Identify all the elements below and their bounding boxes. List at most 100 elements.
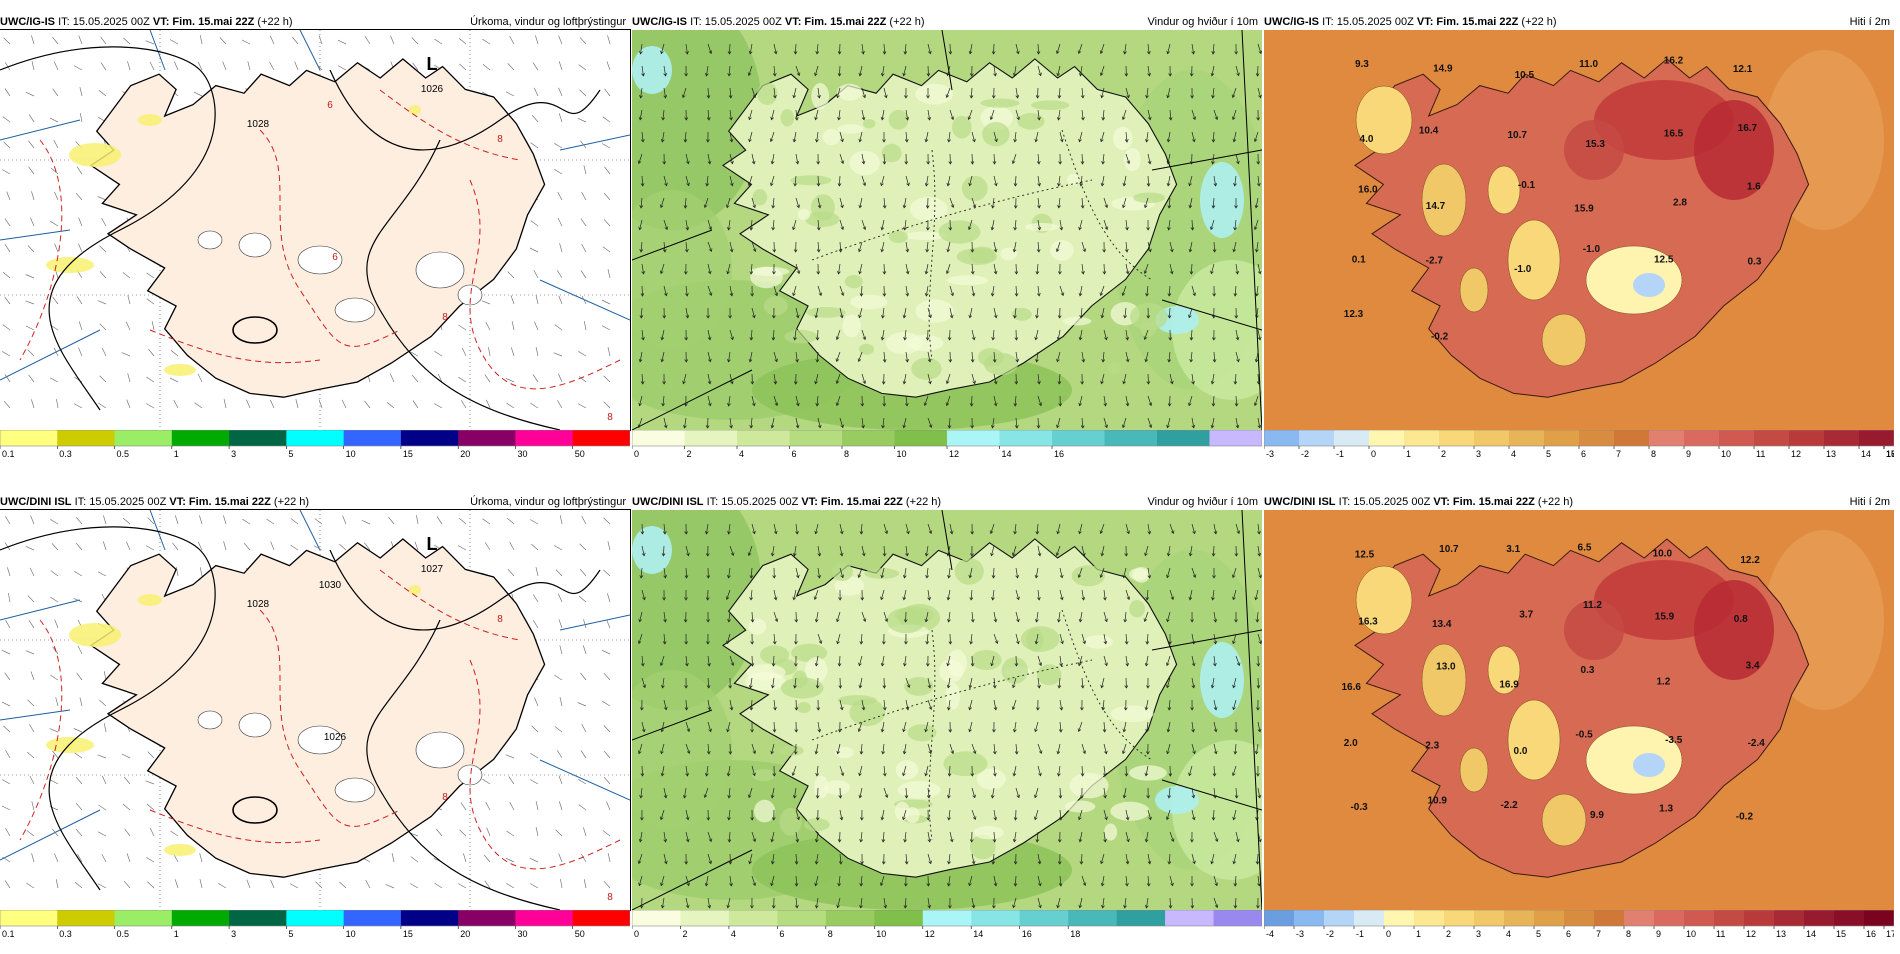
forecast-panel-temp: UWC/IG-IS IT: 15.05.2025 00Z VT: Fim. 15… xyxy=(1264,14,1894,474)
panel-header: UWC/IG-IS IT: 15.05.2025 00Z VT: Fim. 15… xyxy=(0,14,630,30)
colorbar-tick: 12 xyxy=(1746,929,1756,939)
model-name: UWC/DINI ISL xyxy=(632,496,704,508)
colorbar-swatch xyxy=(1649,430,1685,446)
panel-header: UWC/IG-IS IT: 15.05.2025 00Z VT: Fim. 15… xyxy=(1264,14,1894,30)
colorbar-tick: 50 xyxy=(575,449,585,459)
colorbar-tick: 0.3 xyxy=(59,929,72,939)
colorbar-tick: 16 xyxy=(1866,929,1876,939)
temperature-label: 10.4 xyxy=(1419,126,1439,137)
colorbar-tick: 30 xyxy=(518,929,528,939)
colorbar-swatch xyxy=(790,430,843,446)
colorbar-tick: 0 xyxy=(1371,449,1376,459)
colorbar-tick: 12 xyxy=(925,929,935,939)
colorbar-tick: 2 xyxy=(683,929,688,939)
colorbar-tick: 4 xyxy=(731,929,736,939)
forecast-panel-wind: UWC/IG-IS IT: 15.05.2025 00Z VT: Fim. 15… xyxy=(632,14,1262,474)
temperature-label: -0.2 xyxy=(1736,812,1754,823)
temperature-label: 12.3 xyxy=(1344,309,1364,320)
colorbar-tick: 12 xyxy=(949,449,959,459)
colorbar-swatch xyxy=(1834,910,1865,926)
temperature-label: 10.7 xyxy=(1507,130,1527,141)
colorbar-swatch xyxy=(1564,910,1595,926)
map-label: 1028 xyxy=(247,599,270,610)
colorbar-tick: 14 xyxy=(1861,449,1871,459)
colorbar-swatch xyxy=(1804,910,1835,926)
colorbar-tick: 15 xyxy=(403,929,413,939)
colorbar-tick: 13 xyxy=(1776,929,1786,939)
map-label: 1027 xyxy=(421,564,444,575)
colorbar-swatch xyxy=(1534,910,1565,926)
colorbar-tick: 20 xyxy=(460,929,470,939)
colorbar-tick: 4 xyxy=(739,449,744,459)
temperature-label: 15.3 xyxy=(1585,139,1605,150)
map-label: 8 xyxy=(607,892,613,903)
map-label: 1026 xyxy=(324,732,347,743)
colorbar-tick: 6 xyxy=(779,929,784,939)
temperature-label: 6.5 xyxy=(1578,543,1592,554)
colorbar-tick: 9 xyxy=(1656,929,1661,939)
colorbar-tick: 5 xyxy=(1536,929,1541,939)
temperature-label: -2.4 xyxy=(1748,738,1766,749)
colorbar-tick: 8 xyxy=(828,929,833,939)
colorbar-swatch xyxy=(842,430,895,446)
colorbar-swatch xyxy=(57,910,115,926)
temperature-label: 10.9 xyxy=(1427,796,1447,807)
colorbar-tick: 18 xyxy=(1070,929,1080,939)
colorbar-tick: 0.1 xyxy=(2,929,15,939)
colorbar-tick: 0.3 xyxy=(59,449,72,459)
temperature-label: 3.1 xyxy=(1506,544,1520,555)
map-label: 1026 xyxy=(421,84,444,95)
colorbar-swatch xyxy=(1684,430,1720,446)
temperature-label: 16.9 xyxy=(1499,680,1519,691)
init-time: IT: 15.05.2025 00Z xyxy=(1322,16,1414,28)
colorbar-tick: -1 xyxy=(1336,449,1344,459)
colorbar-swatch xyxy=(874,910,923,926)
temperature-label: 2.3 xyxy=(1425,741,1439,752)
colorbar-swatch xyxy=(971,910,1020,926)
panel-header: UWC/DINI ISL IT: 15.05.2025 00Z VT: Fim.… xyxy=(0,494,630,510)
temperature-label: -2.7 xyxy=(1426,255,1444,266)
temperature-label: 14.7 xyxy=(1426,201,1446,212)
valid-time: VT: Fim. 15.mai 22Z xyxy=(1417,16,1518,28)
init-time: IT: 15.05.2025 00Z xyxy=(690,16,782,28)
temperature-label: 16.3 xyxy=(1358,616,1378,627)
colorbar-tick: -1 xyxy=(1356,929,1364,939)
lead-time: (+22 h) xyxy=(274,496,309,508)
colorbar-tick: 14 xyxy=(973,929,983,939)
colorbar-tick: 3 xyxy=(231,449,236,459)
map-label: 8 xyxy=(442,312,448,323)
temperature-label: 0.3 xyxy=(1748,257,1762,268)
colorbar-tick: 30 xyxy=(518,449,528,459)
map-label: 1028 xyxy=(247,119,270,130)
colorbar-swatch xyxy=(286,910,344,926)
temperature-label: 16.2 xyxy=(1664,55,1684,66)
panel-title: Úrkoma, vindur og loftþrýstingur xyxy=(470,14,626,30)
colorbar-tick: 50 xyxy=(575,929,585,939)
colorbar-tick: 10 xyxy=(897,449,907,459)
temperature-label: 15.9 xyxy=(1574,203,1594,214)
colorbar-tick: 1 xyxy=(174,929,179,939)
colorbar-tick: 6 xyxy=(1566,929,1571,939)
temperature-label: 1.2 xyxy=(1656,677,1670,688)
map-label: L xyxy=(427,54,438,74)
panel-header: UWC/IG-IS IT: 15.05.2025 00Z VT: Fim. 15… xyxy=(632,14,1262,30)
colorbar-swatch xyxy=(1789,430,1825,446)
colorbar-tick: 8 xyxy=(844,449,849,459)
temperature-label: 15.9 xyxy=(1655,611,1675,622)
panel-header: UWC/DINI ISL IT: 15.05.2025 00Z VT: Fim.… xyxy=(1264,494,1894,510)
colorbar-tick: 3 xyxy=(1476,449,1481,459)
temperature-label: 12.2 xyxy=(1740,555,1760,566)
gust-patch xyxy=(1200,642,1244,718)
panel-header: UWC/DINI ISL IT: 15.05.2025 00Z VT: Fim.… xyxy=(632,494,1262,510)
lead-time: (+22 h) xyxy=(1538,496,1573,508)
map-canvas xyxy=(632,510,1262,910)
temperature-label: 0.8 xyxy=(1734,614,1748,625)
valid-time: VT: Fim. 15.mai 22Z xyxy=(153,16,254,28)
colorbar-tick: 0 xyxy=(1386,929,1391,939)
model-name: UWC/DINI ISL xyxy=(1264,496,1336,508)
